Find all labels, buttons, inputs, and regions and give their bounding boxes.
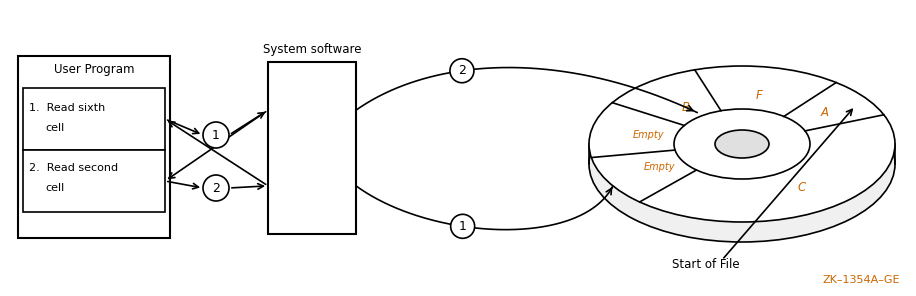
Ellipse shape	[715, 130, 769, 158]
Text: A: A	[821, 106, 829, 119]
Text: Empty: Empty	[633, 130, 665, 140]
Bar	[23, 88, 165, 150]
Ellipse shape	[589, 86, 895, 242]
Ellipse shape	[715, 150, 769, 178]
Circle shape	[203, 175, 229, 201]
Bar	[268, 62, 356, 234]
Ellipse shape	[589, 66, 895, 222]
Text: ZK–1354A–GE: ZK–1354A–GE	[823, 275, 900, 285]
Text: 2: 2	[213, 181, 220, 194]
Text: 1.  Read sixth: 1. Read sixth	[29, 103, 105, 113]
Text: System software: System software	[263, 43, 361, 56]
Text: 1: 1	[213, 128, 220, 141]
Text: 2: 2	[458, 64, 466, 77]
Bar	[23, 150, 165, 212]
Text: 1: 1	[459, 220, 466, 233]
Circle shape	[450, 59, 474, 83]
Text: C: C	[798, 181, 806, 194]
Text: Empty: Empty	[643, 163, 675, 173]
Text: cell: cell	[45, 123, 64, 133]
Text: F: F	[756, 89, 762, 102]
Bar	[18, 56, 170, 238]
Circle shape	[451, 214, 474, 238]
Text: 2.  Read second: 2. Read second	[29, 163, 118, 173]
Text: B: B	[682, 101, 690, 114]
Text: cell: cell	[45, 183, 64, 193]
Ellipse shape	[674, 129, 810, 199]
Ellipse shape	[674, 109, 810, 179]
Text: User Program: User Program	[54, 62, 135, 75]
Text: Start of File: Start of File	[672, 258, 739, 271]
Circle shape	[203, 122, 229, 148]
